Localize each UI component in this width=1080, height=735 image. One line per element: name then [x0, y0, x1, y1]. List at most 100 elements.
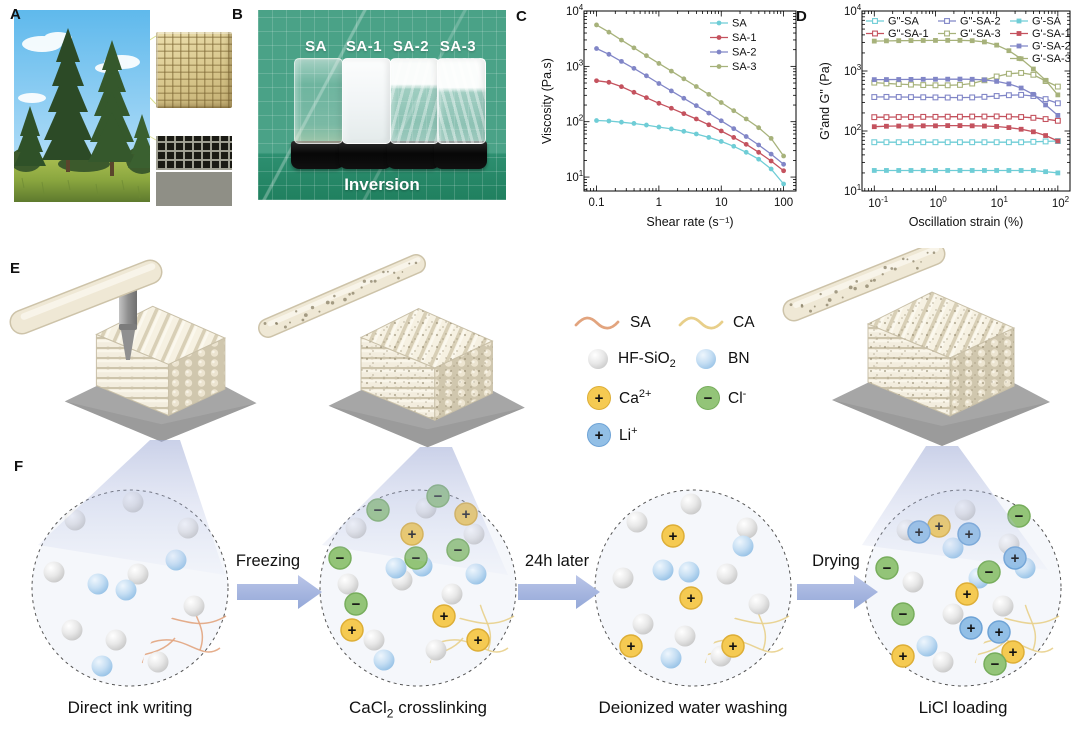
- svg-text:G"-SA-2: G"-SA-2: [960, 16, 1001, 28]
- svg-text:G'-SA-2: G'-SA-2: [1032, 41, 1071, 53]
- svg-text:SA-2: SA-2: [732, 47, 756, 59]
- caption-direct-ink-writing: Direct ink writing: [67, 698, 193, 717]
- svg-text:101: 101: [844, 183, 862, 198]
- svg-text:−: −: [985, 564, 994, 581]
- ca-ion-icon: +: [587, 386, 611, 410]
- svg-text:+: +: [408, 526, 417, 543]
- svg-text:+: +: [687, 590, 696, 607]
- svg-text:+: +: [669, 528, 678, 545]
- svg-text:+: +: [462, 506, 471, 523]
- inversion-photo: SA SA-1 SA-2 SA-3 Inversion: [258, 10, 506, 200]
- hf-sio2-sphere-icon: [588, 349, 608, 369]
- svg-text:+: +: [963, 586, 972, 603]
- svg-text:G'and G" (Pa): G'and G" (Pa): [818, 62, 832, 140]
- stage-deionized-water-washing: + + + +: [594, 489, 792, 687]
- vial-cap: [291, 141, 344, 169]
- legend-li-ion: Li+: [619, 425, 638, 445]
- panel-label-b: B: [232, 6, 243, 23]
- legend-cl-ion: Cl-: [728, 388, 747, 408]
- ca-chain-icon: [678, 316, 724, 330]
- svg-text:101: 101: [566, 169, 584, 184]
- svg-text:SA-1: SA-1: [732, 32, 756, 44]
- inversion-caption: Inversion: [344, 175, 420, 194]
- svg-text:G"-SA-1: G"-SA-1: [888, 28, 929, 40]
- sa-chain-icon: [574, 316, 620, 330]
- svg-text:+: +: [967, 620, 976, 637]
- sem-image-square-cells: [156, 136, 232, 170]
- legend-ca: CA: [733, 314, 755, 331]
- vial-sa1: [342, 58, 391, 144]
- vial-label-sa2: SA-2: [392, 38, 430, 55]
- svg-text:+: +: [440, 608, 449, 625]
- svg-text:G"-SA-3: G"-SA-3: [960, 28, 1001, 40]
- panel-label-d: D: [796, 8, 807, 25]
- arrow-label-drying: Drying: [812, 552, 860, 570]
- vial-label-sa1: SA-1: [345, 38, 383, 55]
- vial-cap: [339, 141, 392, 169]
- sem-images: [156, 136, 232, 206]
- bn-sphere-icon: [696, 349, 716, 369]
- vial-cap: [434, 141, 487, 169]
- stage-cacl2-crosslinking: +++++−−− − −−: [319, 484, 517, 687]
- legend-bn: BN: [728, 350, 750, 367]
- svg-text:SA: SA: [732, 18, 747, 30]
- arrow-label-24h-later: 24h later: [524, 552, 590, 570]
- vial-cap: [387, 141, 440, 169]
- modulus-chart: 10-1 100 101 102 101 102 103 104 Oscillation str…: [818, 3, 1071, 229]
- svg-text:101: 101: [991, 195, 1009, 210]
- svg-text:10: 10: [715, 197, 728, 209]
- svg-text:−: −: [352, 596, 361, 613]
- stage-licl-loading: +++ +−− −−−+ +++ +: [864, 489, 1062, 687]
- panel-label-c: C: [516, 8, 527, 25]
- vial-label-sa3: SA-3: [439, 38, 477, 55]
- svg-text:−: −: [899, 606, 908, 623]
- legend-sa: SA: [630, 314, 651, 331]
- svg-text:G"-SA: G"-SA: [888, 16, 919, 28]
- svg-text:+: +: [935, 518, 944, 535]
- panel-label-f: F: [14, 458, 24, 475]
- grass-texture: [21, 177, 141, 199]
- svg-text:+: +: [965, 526, 974, 543]
- svg-text:+: +: [915, 524, 924, 541]
- svg-text:SA-3: SA-3: [732, 61, 756, 73]
- caption-licl-loading: LiCl loading: [918, 698, 1008, 717]
- svg-text:1: 1: [656, 197, 662, 209]
- vial-label-sa: SA: [305, 38, 327, 55]
- caption-cacl2-crosslinking: CaCl2 crosslinking: [348, 698, 488, 721]
- svg-text:+: +: [995, 624, 1004, 641]
- svg-text:100: 100: [929, 195, 947, 210]
- arrow-label-freezing: Freezing: [235, 552, 301, 570]
- svg-text:−: −: [991, 656, 1000, 673]
- svg-text:0.1: 0.1: [589, 197, 605, 209]
- svg-text:+: +: [1009, 644, 1018, 661]
- svg-text:Shear rate (s⁻¹): Shear rate (s⁻¹): [646, 215, 733, 229]
- svg-text:+: +: [474, 632, 483, 649]
- cl-ion-icon: −: [696, 386, 720, 410]
- svg-text:+: +: [899, 648, 908, 665]
- legend-hf-sio2: HF-SiO2: [618, 350, 676, 371]
- svg-text:+: +: [627, 638, 636, 655]
- sem-image-round-pores: [156, 172, 232, 206]
- svg-text:G'-SA-3: G'-SA-3: [1032, 53, 1071, 65]
- svg-text:+: +: [729, 638, 738, 655]
- svg-text:100: 100: [774, 197, 793, 209]
- svg-text:−: −: [434, 488, 443, 505]
- svg-text:+: +: [1011, 550, 1020, 567]
- vial-sa2: [390, 58, 439, 144]
- svg-text:10-1: 10-1: [868, 195, 888, 210]
- svg-text:102: 102: [566, 114, 584, 129]
- li-ion-icon: +: [587, 423, 611, 447]
- svg-text:−: −: [454, 542, 463, 559]
- caption-deionized-water-washing: Deionized water washing: [598, 698, 788, 717]
- svg-text:−: −: [412, 550, 421, 567]
- svg-text:103: 103: [566, 58, 584, 73]
- svg-text:104: 104: [566, 3, 584, 18]
- vial-sa: [294, 58, 343, 144]
- svg-text:−: −: [374, 502, 383, 519]
- panel-label-e: E: [10, 260, 21, 277]
- vial-sa3: [437, 58, 486, 144]
- svg-text:G'-SA-1: G'-SA-1: [1032, 28, 1071, 40]
- viscosity-chart: 0.1 1 10 100 101 102 103 104 Shear rate (s⁻¹) Vis…: [540, 3, 797, 229]
- svg-text:Oscillation strain (%): Oscillation strain (%): [909, 215, 1024, 229]
